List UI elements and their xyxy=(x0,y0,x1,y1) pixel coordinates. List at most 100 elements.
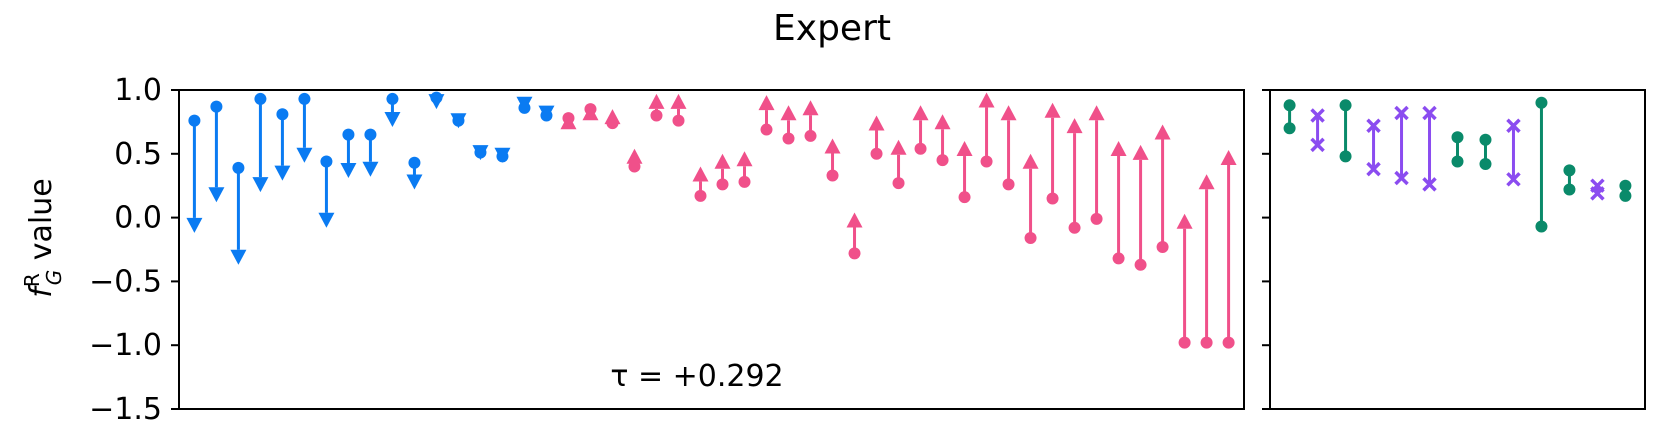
arrow-mark xyxy=(956,141,973,204)
arrow-mark xyxy=(406,156,423,190)
arrow-mark xyxy=(274,108,291,181)
arrow-start-dot xyxy=(364,128,377,141)
arrow-head xyxy=(362,161,379,177)
arrow-mark xyxy=(252,92,269,193)
dumbbell-mark xyxy=(1590,178,1605,201)
dumbbell-mark xyxy=(1563,164,1576,196)
arrow-start-dot xyxy=(408,156,421,169)
dumbbell-dot xyxy=(1479,133,1492,146)
dumbbell-dot xyxy=(1535,220,1548,233)
arrow-mark xyxy=(560,112,577,130)
arrow-mark xyxy=(802,100,819,142)
arrow-mark xyxy=(318,155,335,228)
arrow-start-dot xyxy=(342,128,355,141)
svg-text:fRG value: fRG value xyxy=(20,178,66,297)
arrow-mark xyxy=(670,93,687,127)
dumbbell-mark xyxy=(1535,96,1548,233)
y-axis-label: fRG value xyxy=(20,178,66,297)
arrow-head xyxy=(956,141,973,157)
arrow-head xyxy=(230,249,247,265)
arrow-start-dot xyxy=(386,92,399,105)
arrow-start-dot xyxy=(1068,221,1081,234)
dumbbell-dot xyxy=(1283,99,1296,112)
arrow-mark xyxy=(648,93,665,122)
arrow-mark xyxy=(230,161,247,265)
arrow-head xyxy=(560,114,577,130)
chart-title: Expert xyxy=(773,8,891,49)
arrow-head xyxy=(934,114,951,130)
arrow-head xyxy=(846,212,863,228)
dumbbell-x-marker xyxy=(1506,118,1521,133)
arrow-mark xyxy=(494,147,511,163)
arrow-mark xyxy=(428,91,445,110)
dumbbell-mark xyxy=(1422,105,1437,192)
arrow-head xyxy=(208,187,225,203)
arrow-mark xyxy=(780,105,797,145)
arrow-mark xyxy=(1132,144,1149,271)
arrow-mark xyxy=(516,96,533,114)
arrow-head xyxy=(1154,124,1171,140)
arrow-head xyxy=(758,95,775,111)
arrow-head xyxy=(824,138,841,154)
arrow-head xyxy=(912,105,929,121)
arrow-start-dot xyxy=(848,247,861,260)
arrow-start-dot xyxy=(232,161,245,174)
arrow-head xyxy=(780,105,797,121)
arrow-head xyxy=(1044,102,1061,118)
arrow-mark xyxy=(1154,124,1171,253)
arrow-mark xyxy=(582,103,599,121)
arrow-head xyxy=(978,92,995,108)
arrow-head xyxy=(582,105,599,121)
arrow-mark xyxy=(208,100,225,203)
dumbbell-mark xyxy=(1283,99,1296,135)
dumbbell-x-marker xyxy=(1366,118,1381,133)
arrow-start-dot xyxy=(892,177,905,190)
arrow-head xyxy=(736,151,753,167)
arrow-mark xyxy=(362,128,379,177)
y-tick-label: −1.0 xyxy=(89,328,162,363)
dumbbell-mark xyxy=(1310,108,1325,153)
dumbbell-mark xyxy=(1479,133,1492,171)
arrow-start-dot xyxy=(1112,252,1125,265)
arrow-head xyxy=(692,166,709,182)
arrow-head xyxy=(1022,153,1039,169)
arrow-head xyxy=(670,93,687,109)
arrow-start-dot xyxy=(320,155,333,168)
arrow-head xyxy=(252,177,269,193)
arrow-mark xyxy=(868,115,885,160)
dumbbell-dot xyxy=(1535,96,1548,109)
arrow-mark xyxy=(824,138,841,182)
dumbbell-x-marker xyxy=(1394,105,1409,121)
y-tick-label: 0.0 xyxy=(114,201,162,236)
dumbbell-dot xyxy=(1283,122,1296,135)
arrow-head xyxy=(626,148,643,164)
arrow-mark xyxy=(604,109,621,130)
arrow-start-dot xyxy=(958,191,971,204)
dumbbell-mark xyxy=(1451,131,1464,168)
arrow-start-dot xyxy=(716,178,729,191)
left-panel-frame xyxy=(178,89,1245,410)
arrow-start-dot xyxy=(1024,232,1037,245)
arrow-mark xyxy=(1000,105,1017,191)
dumbbell-mark xyxy=(1619,179,1632,202)
arrow-head xyxy=(1066,118,1083,134)
arrow-start-dot xyxy=(804,129,817,142)
arrow-mark xyxy=(1198,174,1215,349)
arrow-mark xyxy=(692,166,709,202)
arrow-start-dot xyxy=(650,109,663,122)
dumbbell-x-marker xyxy=(1590,186,1605,201)
arrow-mark xyxy=(1220,149,1237,349)
arrow-start-dot xyxy=(870,147,883,160)
arrow-start-dot xyxy=(760,123,773,136)
arrow-mark xyxy=(736,151,753,188)
dumbbell-x-marker xyxy=(1422,177,1437,192)
arrow-head xyxy=(1132,144,1149,160)
arrow-head xyxy=(472,145,489,161)
y-tick-label: 0.5 xyxy=(114,137,162,172)
arrow-head xyxy=(538,105,555,121)
arrow-head xyxy=(1198,174,1215,190)
tau-annotation: τ = +0.292 xyxy=(610,359,783,394)
dumbbell-x-marker xyxy=(1310,137,1325,153)
dumbbell-dot xyxy=(1339,150,1352,163)
arrow-mark xyxy=(296,92,313,163)
